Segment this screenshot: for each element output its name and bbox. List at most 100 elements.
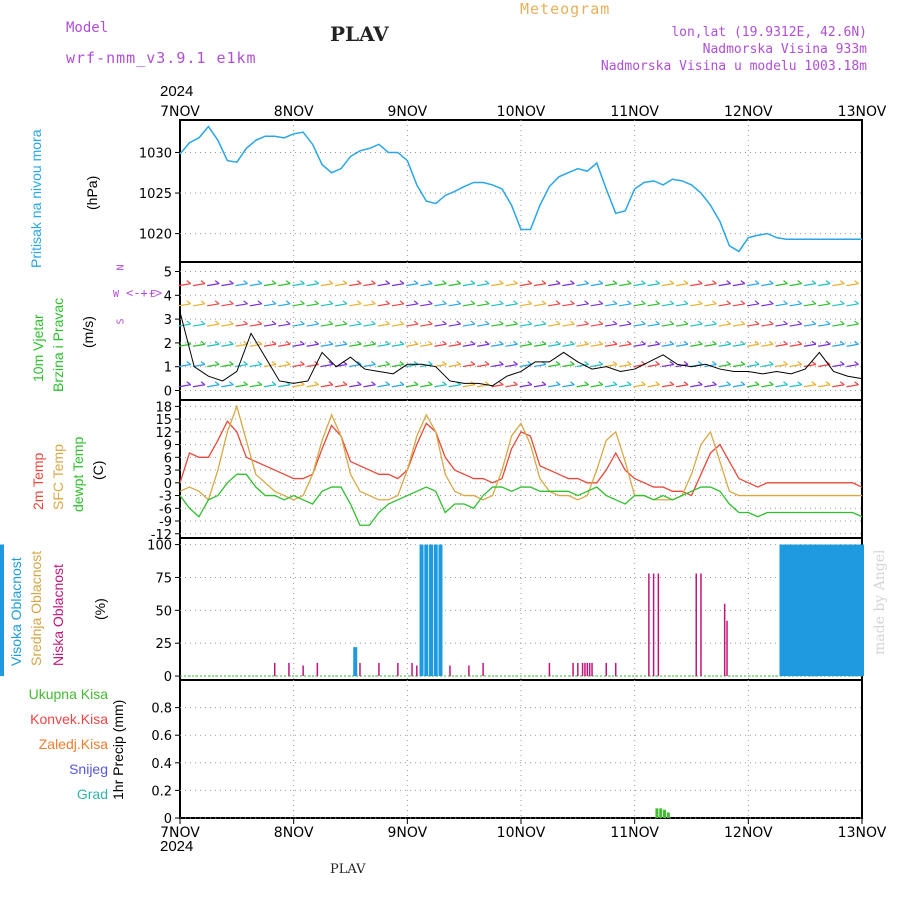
wind-arrow bbox=[263, 323, 277, 327]
wind-arrow-head bbox=[200, 280, 206, 285]
wind-arrow bbox=[775, 343, 788, 347]
wind-arrow-head bbox=[385, 280, 391, 285]
high-cloud-bar bbox=[833, 544, 838, 677]
wind-arrow bbox=[505, 363, 518, 368]
compass-cross-icon: <-+-> bbox=[126, 286, 163, 300]
low-cloud-bar bbox=[378, 662, 380, 677]
low-cloud-bar bbox=[416, 665, 418, 677]
wind-arrow-head bbox=[584, 300, 589, 305]
wind-arrow-head bbox=[328, 361, 334, 365]
y-tick-label: 0 bbox=[164, 384, 172, 399]
wind-arrow-head bbox=[669, 280, 675, 285]
wind-arrow-head bbox=[470, 340, 476, 345]
wind-arrow-head bbox=[712, 381, 717, 386]
wind-arrow bbox=[832, 343, 845, 347]
wind-arrow bbox=[334, 323, 348, 327]
wind-arrow-head bbox=[655, 361, 660, 365]
wind-arrow-head bbox=[427, 361, 433, 365]
wind-arrow-head bbox=[342, 320, 348, 325]
wind-arrow bbox=[704, 323, 717, 327]
wind-arrow bbox=[789, 343, 802, 347]
wind-arrow bbox=[477, 303, 490, 307]
wind-arrow-head bbox=[669, 300, 675, 305]
wind-arrow bbox=[235, 343, 248, 347]
wind-arrow-head bbox=[626, 320, 632, 325]
wind-arrow-head bbox=[427, 280, 433, 285]
wind-arrow bbox=[207, 363, 220, 368]
high-cloud-bar bbox=[857, 544, 862, 677]
wind-arrow bbox=[420, 283, 433, 287]
wind-arrow bbox=[320, 323, 333, 327]
wind-arrow bbox=[192, 343, 206, 347]
high-cloud-bar bbox=[812, 544, 817, 677]
wind-arrow-head bbox=[399, 320, 405, 325]
wind-arrow-head bbox=[726, 381, 732, 386]
wind-arrow bbox=[263, 283, 277, 287]
wind-arrow bbox=[661, 343, 674, 347]
wind-arrow-head bbox=[697, 361, 703, 365]
wind-arrow-head bbox=[598, 361, 604, 365]
wind-arrow-head bbox=[257, 361, 263, 365]
wind-arrow bbox=[619, 343, 632, 347]
wind-arrow-head bbox=[470, 361, 476, 365]
wind-arrow-head bbox=[513, 320, 518, 325]
wind-arrow bbox=[221, 283, 234, 287]
x-tick-label-top: 11NOV bbox=[610, 104, 659, 120]
wind-arrow bbox=[661, 283, 674, 287]
wind-arrow-head bbox=[200, 340, 206, 345]
wind-arrow-head bbox=[186, 381, 192, 386]
wind-arrow-head bbox=[314, 320, 319, 325]
wind-arrow bbox=[576, 283, 589, 287]
wind-arrow-head bbox=[712, 320, 717, 325]
wind-arrow bbox=[718, 283, 731, 287]
wind-arrow-head bbox=[598, 280, 604, 285]
wind-arrow-head bbox=[186, 300, 192, 305]
wind-arrow bbox=[675, 323, 689, 327]
wind-arrow-head bbox=[768, 300, 774, 305]
high-cloud-bar bbox=[796, 544, 801, 677]
year-label-top: 2024 bbox=[160, 83, 194, 100]
wind-arrow bbox=[633, 343, 646, 347]
y-tick-label: 2 bbox=[164, 337, 172, 352]
wind-arrow bbox=[320, 303, 333, 307]
wind-arrow bbox=[349, 283, 362, 287]
wind-arrow bbox=[320, 384, 333, 388]
high-cloud-bar bbox=[419, 544, 424, 677]
wind-arrow bbox=[690, 323, 703, 327]
y-tick-label: 12 bbox=[155, 426, 172, 441]
wind-arrow-head bbox=[229, 340, 234, 345]
wind-arrow-head bbox=[726, 340, 732, 345]
wind-arrow bbox=[633, 303, 646, 307]
wind-arrow-head bbox=[541, 340, 547, 345]
wind-arrow-head bbox=[498, 280, 504, 285]
wind-arrow bbox=[462, 343, 476, 347]
wind-arrow-head bbox=[740, 300, 746, 305]
wind-arrow bbox=[448, 384, 461, 388]
wind-arrow bbox=[675, 303, 689, 307]
wind-arrow-head bbox=[683, 320, 689, 325]
wind-arrow bbox=[633, 283, 646, 287]
wind-arrow bbox=[306, 303, 319, 307]
model-name: wrf-nmm_v3.9.1 e1km bbox=[66, 49, 257, 67]
wind-arrow-head bbox=[570, 280, 575, 285]
high-cloud-bar bbox=[0, 544, 4, 677]
legend-convective-rain: Konvek.Kisa bbox=[30, 711, 108, 727]
wind-arrow-head bbox=[470, 320, 476, 325]
wind-arrow-head bbox=[570, 340, 575, 345]
wind-arrow-head bbox=[570, 300, 575, 305]
wind-arrow-head bbox=[797, 361, 803, 365]
wind-arrow-head bbox=[612, 280, 618, 285]
x-tick-label-bottom: 11NOV bbox=[610, 825, 659, 841]
low-cloud-bar bbox=[397, 662, 399, 677]
high-cloud-bar bbox=[815, 544, 820, 677]
wind-arrow bbox=[178, 283, 191, 287]
wind-arrow-head bbox=[783, 300, 788, 305]
y-tick-label: -9 bbox=[159, 515, 172, 530]
wind-arrow-head bbox=[214, 361, 220, 365]
wind-arrow bbox=[818, 323, 831, 327]
wind-arrow bbox=[718, 384, 731, 388]
wind-arrow-head bbox=[285, 340, 291, 345]
wind-arrow-head bbox=[754, 381, 760, 386]
wind-arrow bbox=[761, 384, 774, 388]
wind-arrow bbox=[647, 343, 660, 347]
